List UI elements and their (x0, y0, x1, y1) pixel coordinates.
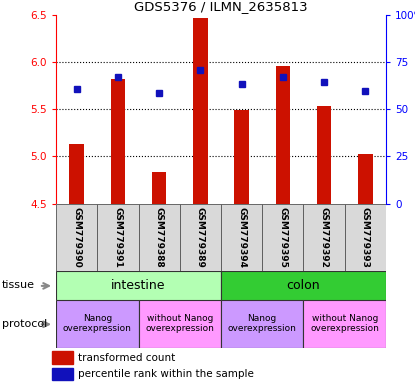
Text: GSM779392: GSM779392 (320, 207, 329, 268)
Text: Nanog
overexpression: Nanog overexpression (228, 314, 297, 333)
Bar (139, 204, 180, 271)
Text: Nanog
overexpression: Nanog overexpression (63, 314, 132, 333)
Bar (234, 110, 249, 204)
Text: GSM779388: GSM779388 (155, 207, 164, 268)
Bar (221, 300, 303, 348)
Bar (358, 154, 373, 204)
Text: GSM779394: GSM779394 (237, 207, 246, 268)
Text: intestine: intestine (111, 279, 166, 291)
Bar (262, 204, 303, 271)
Bar (303, 204, 345, 271)
Bar (56, 204, 97, 271)
Title: GDS5376 / ILMN_2635813: GDS5376 / ILMN_2635813 (134, 0, 308, 13)
Bar (111, 79, 125, 204)
Bar (52, 351, 73, 364)
Bar (221, 204, 262, 271)
Bar (97, 204, 139, 271)
Text: percentile rank within the sample: percentile rank within the sample (78, 369, 254, 379)
Bar (193, 18, 208, 204)
Bar (139, 300, 221, 348)
Bar (180, 204, 221, 271)
Text: GSM779389: GSM779389 (196, 207, 205, 268)
Text: GSM779393: GSM779393 (361, 207, 370, 268)
Text: colon: colon (287, 279, 320, 291)
Text: without Nanog
overexpression: without Nanog overexpression (310, 314, 379, 333)
Text: protocol: protocol (2, 319, 47, 329)
Bar (69, 144, 84, 204)
Text: GSM779391: GSM779391 (113, 207, 122, 268)
Bar (56, 300, 139, 348)
Bar (303, 300, 386, 348)
Text: without Nanog
overexpression: without Nanog overexpression (145, 314, 214, 333)
Bar (317, 106, 331, 204)
Bar (345, 204, 386, 271)
Bar (52, 368, 73, 380)
Bar (221, 271, 386, 300)
Text: GSM779395: GSM779395 (278, 207, 287, 268)
Bar (56, 271, 221, 300)
Text: transformed count: transformed count (78, 353, 175, 362)
Text: GSM779390: GSM779390 (72, 207, 81, 268)
Bar (152, 172, 166, 204)
Bar (276, 66, 290, 204)
Text: tissue: tissue (2, 280, 35, 290)
